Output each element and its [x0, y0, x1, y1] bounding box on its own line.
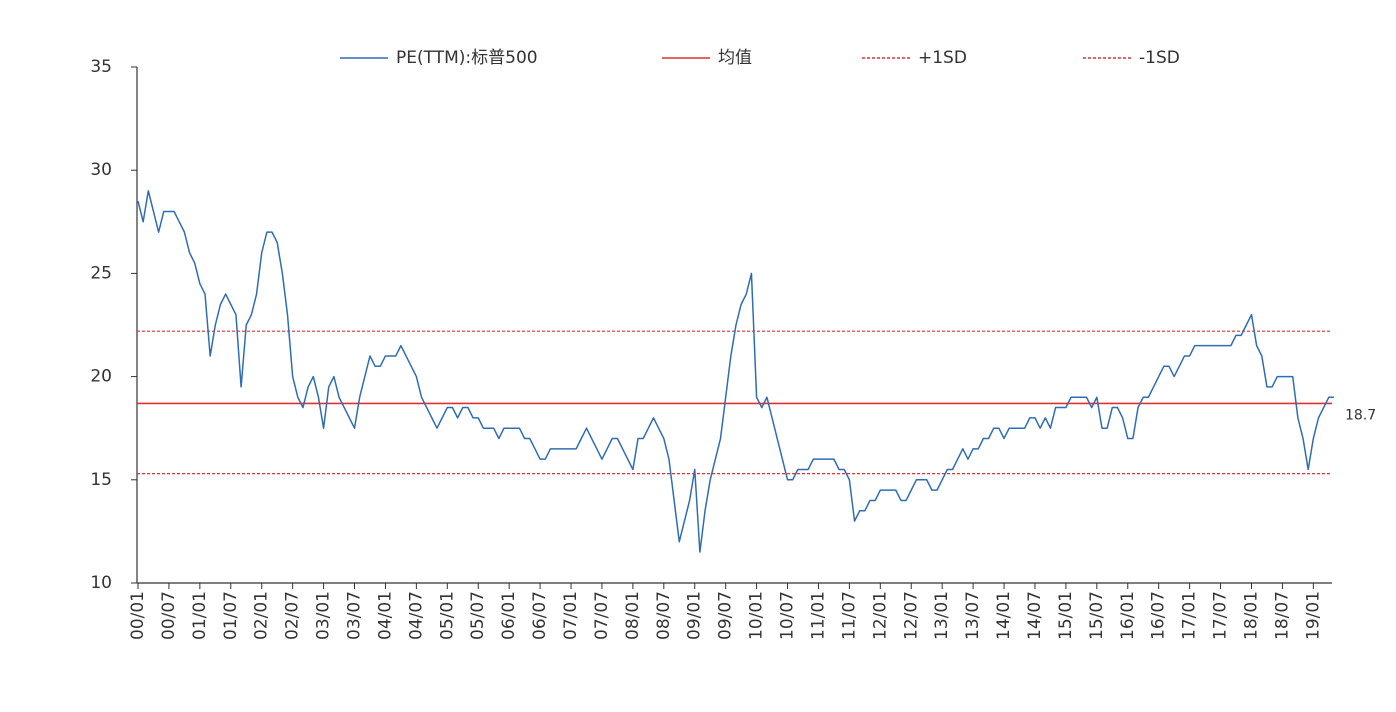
x-tick-label: 05/07	[468, 591, 488, 640]
x-tick-label: 04/07	[406, 591, 426, 640]
x-tick-label: 01/01	[190, 591, 210, 640]
legend-label: PE(TTM):标普500	[396, 48, 538, 68]
y-tick-label: 10	[90, 573, 112, 593]
legend-label: -1SD	[1139, 48, 1180, 68]
x-tick-label: 16/01	[1118, 591, 1138, 640]
x-tick-label: 00/01	[128, 591, 148, 640]
x-tick-label: 14/07	[1025, 591, 1045, 640]
series-line	[137, 190, 1334, 553]
reference-label: 18.7	[1345, 407, 1376, 423]
y-tick-label: 35	[90, 57, 112, 77]
legend-label: 均值	[718, 48, 752, 68]
y-tick-label: 20	[90, 367, 112, 387]
x-tick-label: 07/01	[561, 591, 581, 640]
x-tick-label: 15/07	[1087, 591, 1107, 640]
x-tick-label: 06/01	[499, 591, 519, 640]
x-tick-label: 17/07	[1211, 591, 1231, 640]
x-tick-label: 04/01	[375, 591, 395, 640]
x-tick-label: 13/01	[932, 591, 952, 640]
x-tick-label: 10/01	[747, 591, 767, 640]
x-tick-label: 17/01	[1180, 591, 1200, 640]
x-tick-label: 10/07	[778, 591, 798, 640]
x-tick-label: 18/01	[1241, 591, 1261, 640]
x-tick-label: 18/07	[1272, 591, 1292, 640]
y-tick-label: 25	[90, 263, 112, 283]
x-tick-label: 11/01	[808, 591, 828, 640]
x-tick-label: 15/01	[1056, 591, 1076, 640]
x-tick-label: 12/07	[901, 591, 921, 640]
x-tick-label: 14/01	[994, 591, 1014, 640]
x-tick-label: 01/07	[221, 591, 241, 640]
x-tick-label: 03/01	[314, 591, 334, 640]
x-tick-label: 02/07	[283, 591, 303, 640]
x-tick-label: 00/07	[159, 591, 179, 640]
x-tick-label: 13/07	[963, 591, 983, 640]
x-tick-label: 07/07	[592, 591, 612, 640]
x-tick-label: 03/07	[345, 591, 365, 640]
x-tick-label: 09/01	[685, 591, 705, 640]
x-tick-label: 05/01	[437, 591, 457, 640]
x-tick-label: 16/07	[1149, 591, 1169, 640]
x-tick-label: 19/01	[1303, 591, 1323, 640]
x-tick-label: 06/07	[530, 591, 550, 640]
x-tick-label: 12/01	[870, 591, 890, 640]
x-tick-label: 08/01	[623, 591, 643, 640]
x-tick-label: 08/07	[654, 591, 674, 640]
legend-label: +1SD	[918, 48, 967, 68]
y-tick-label: 15	[90, 470, 112, 490]
x-tick-label: 11/07	[839, 591, 859, 640]
y-tick-label: 30	[90, 160, 112, 180]
x-tick-label: 02/01	[252, 591, 272, 640]
x-tick-label: 09/07	[716, 591, 736, 640]
